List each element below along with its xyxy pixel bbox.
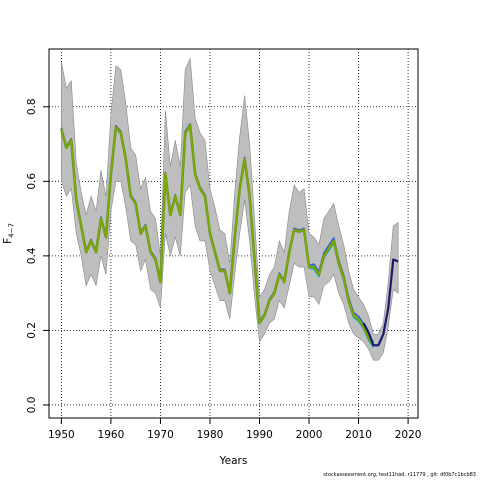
x-tick-label: 2010 bbox=[345, 429, 372, 441]
band-area bbox=[61, 58, 399, 361]
y-tick-label: 0.2 bbox=[26, 322, 38, 339]
x-tick-label: 1990 bbox=[246, 429, 273, 441]
y-axis-label-main: F bbox=[2, 238, 14, 244]
x-tick-label: 1970 bbox=[147, 429, 174, 441]
x-tick-label: 2000 bbox=[296, 429, 323, 441]
y-tick-label: 0.0 bbox=[26, 397, 38, 414]
x-axis: 1950 1960 1970 1980 1990 2000 2010 2020 bbox=[48, 418, 421, 441]
x-tick-label: 2020 bbox=[395, 429, 422, 441]
plot-frame bbox=[48, 48, 419, 419]
footer-credit: stockassessment.org, test11had, r11779 ,… bbox=[323, 472, 476, 478]
y-axis-label-subscript: 4−7 bbox=[8, 223, 16, 238]
confidence-band bbox=[61, 58, 399, 361]
y-tick-label: 0.4 bbox=[26, 247, 38, 264]
x-axis-label: Years bbox=[219, 455, 248, 467]
x-tick-label: 1950 bbox=[48, 429, 75, 441]
series-line-main bbox=[60, 124, 375, 346]
y-axis: 0.0 0.2 0.4 0.6 0.8 bbox=[26, 98, 49, 413]
y-tick-label: 0.8 bbox=[26, 98, 38, 115]
series-line-final bbox=[362, 258, 399, 347]
x-tick-label: 1980 bbox=[197, 429, 224, 441]
y-axis-label: F4−7 bbox=[2, 223, 16, 244]
y-tick-label: 0.6 bbox=[26, 173, 38, 190]
x-tick-label: 1960 bbox=[98, 429, 125, 441]
series-lines bbox=[60, 123, 399, 348]
